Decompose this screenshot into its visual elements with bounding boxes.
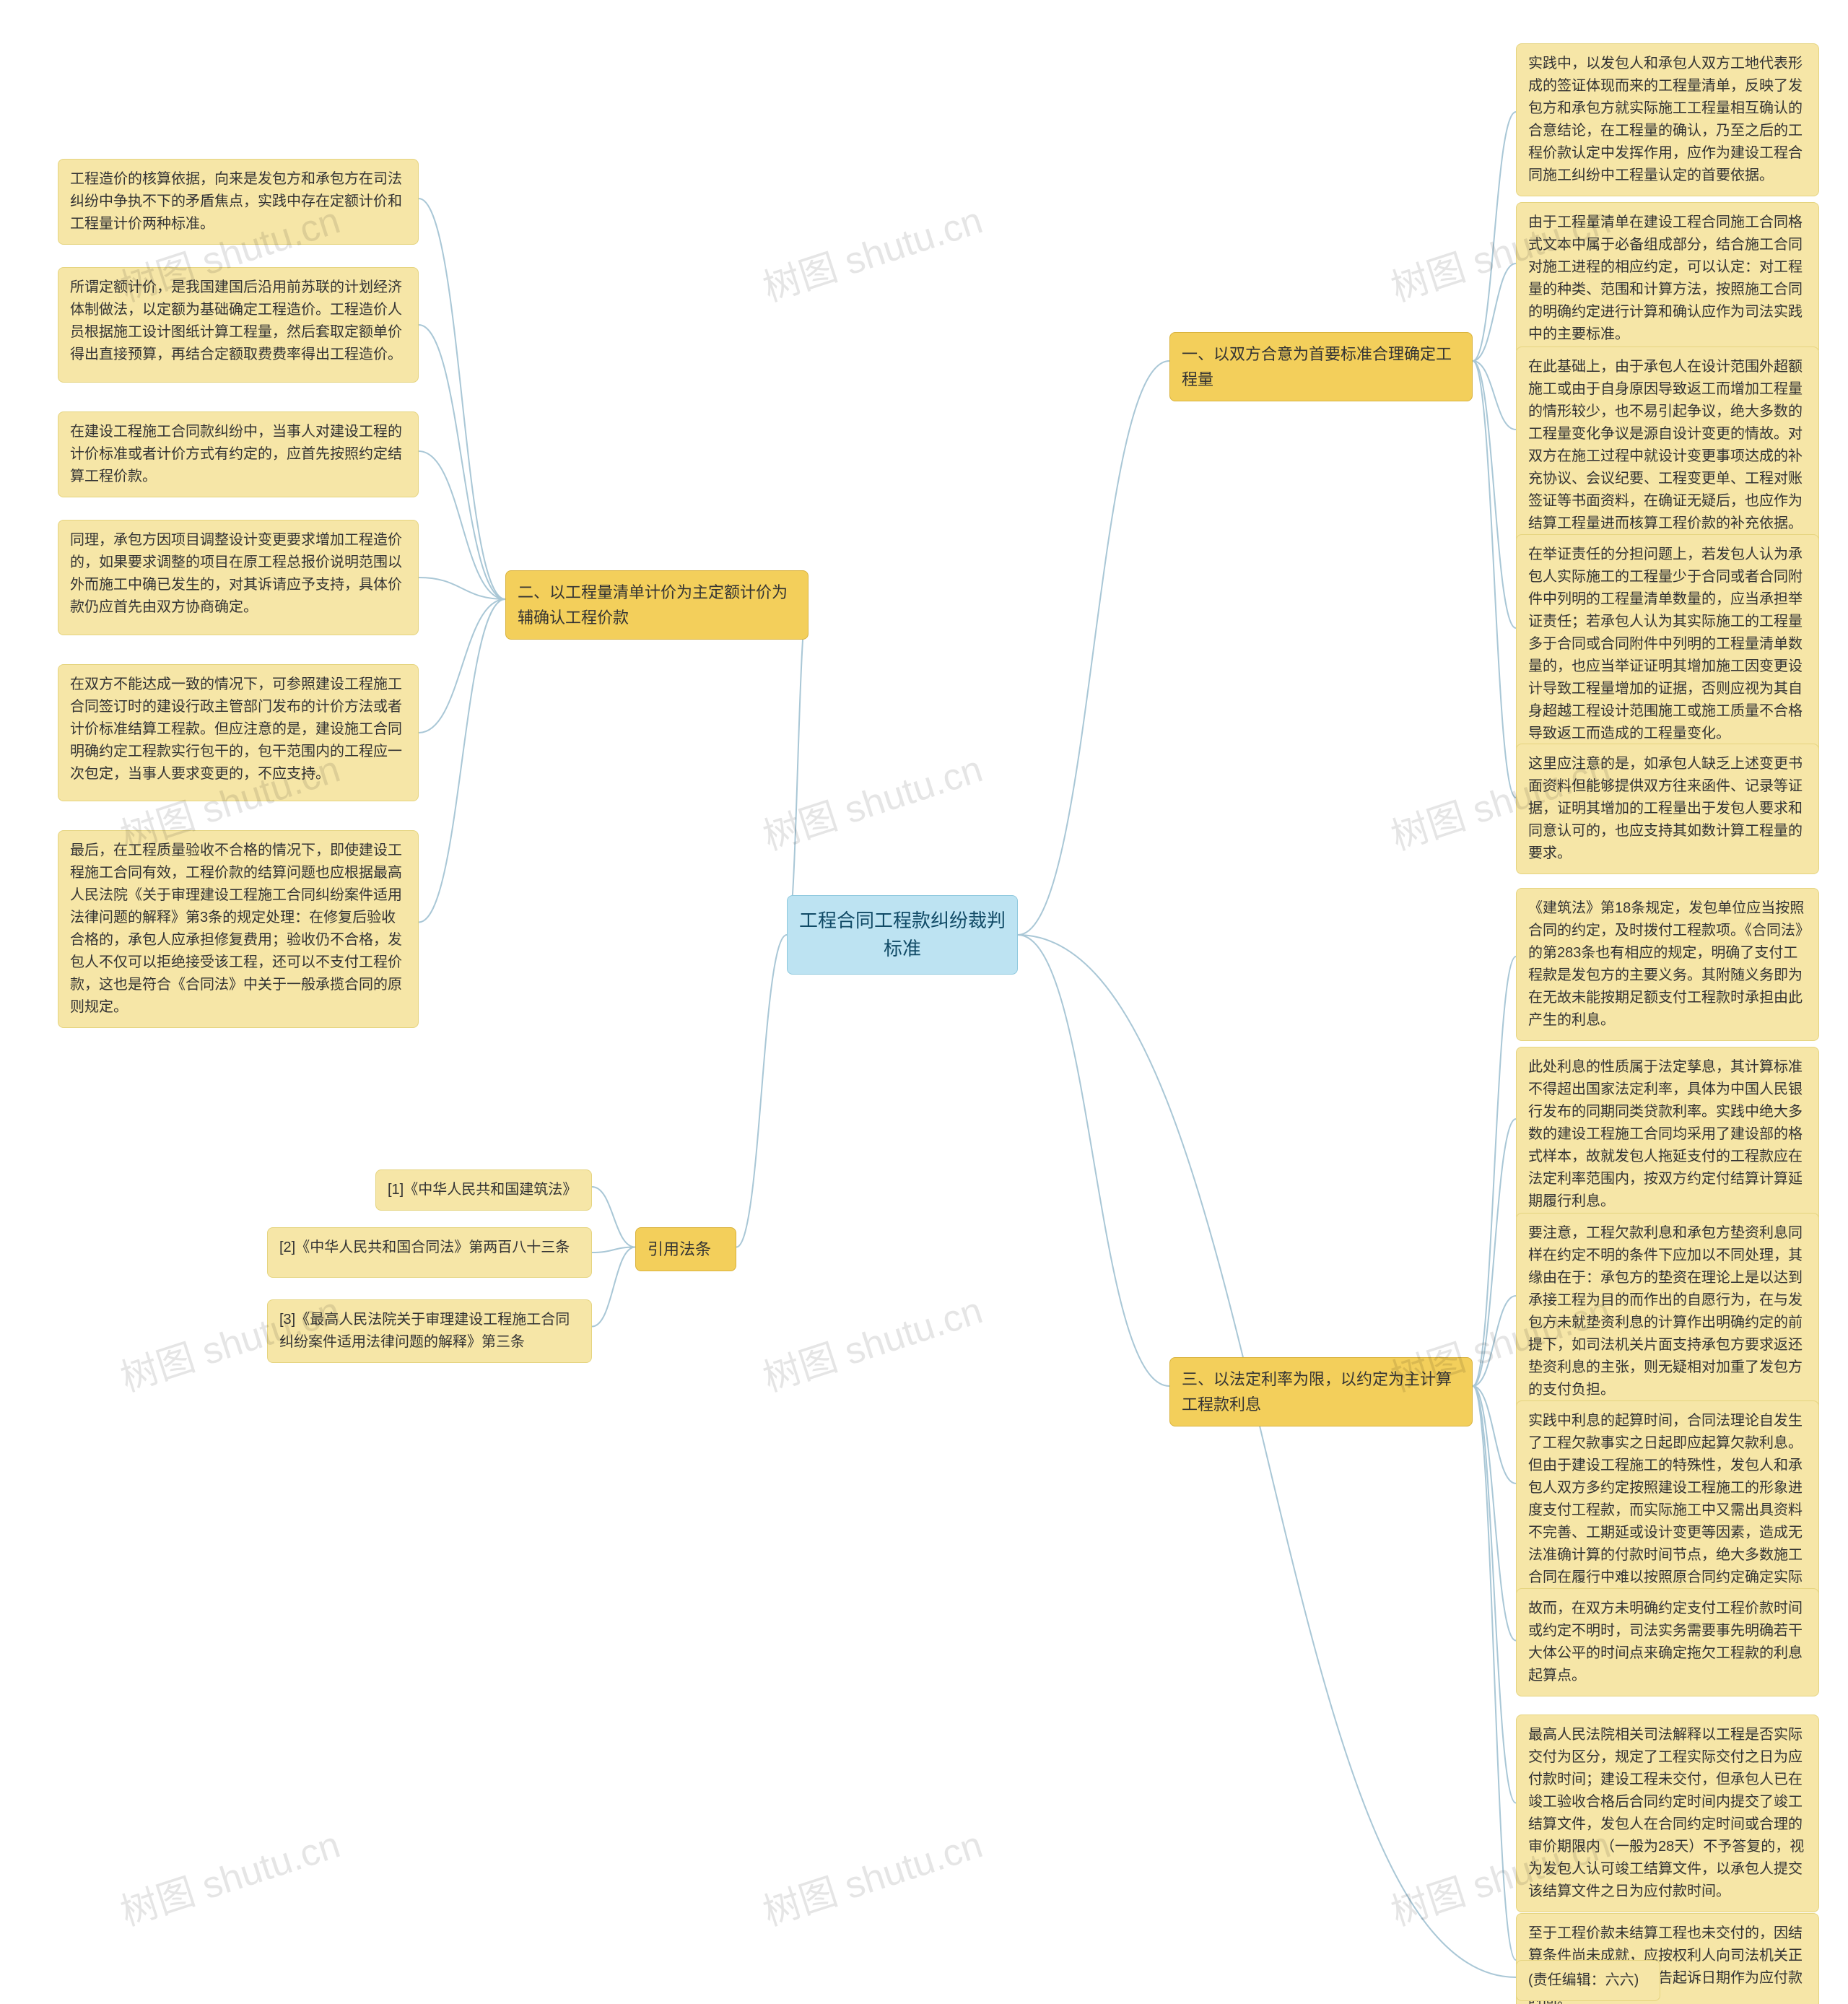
leaf-node-0-3: 在举证责任的分担问题上，若发包人认为承包人实际施工的工程量少于合同或者合同附件中… — [1516, 534, 1819, 754]
leaf-node-0-0: 实践中，以发包人和承包人双方工地代表形成的签证体现而来的工程量清单，反映了发包方… — [1516, 43, 1819, 196]
connector — [1473, 361, 1516, 798]
connector — [1473, 957, 1516, 1386]
branch-node-1: 二、以工程量清单计价为主定额计价为辅确认工程价款 — [505, 570, 808, 640]
connector — [1473, 361, 1516, 430]
connector — [1473, 1386, 1516, 1641]
leaf-node-2-0: 《建筑法》第18条规定，发包单位应当按照合同的约定，及时拨付工程款项。《合同法》… — [1516, 888, 1819, 1041]
connector — [787, 599, 808, 935]
branch-node-3: 引用法条 — [635, 1227, 736, 1271]
leaf-node-2-1: 此处利息的性质属于法定孳息，其计算标准不得超出国家法定利率，具体为中国人民银行发… — [1516, 1047, 1819, 1222]
connector — [592, 1247, 635, 1253]
leaf-node-1-0: 工程造价的核算依据，向来是发包方和承包方在司法纠纷中争执不下的矛盾焦点，实践中存… — [58, 159, 419, 245]
connector — [1473, 1119, 1516, 1386]
leaf-node-1-5: 最后，在工程质量验收不合格的情况下，即使建设工程施工合同有效，工程价款的结算问题… — [58, 830, 419, 1028]
connector — [419, 599, 505, 923]
connector — [736, 935, 787, 1247]
connector — [419, 578, 505, 599]
leaf-node-0-4: 这里应注意的是，如承包人缺乏上述变更书面资料但能够提供双方往来函件、记录等证据，… — [1516, 744, 1819, 874]
connector — [1018, 935, 1169, 1386]
leaf-node-1-4: 在双方不能达成一致的情况下，可参照建设工程施工合同签订时的建设行政主管部门发布的… — [58, 664, 419, 801]
leaf-node-3-2: [3]《最高人民法院关于审理建设工程施工合同纠纷案件适用法律问题的解释》第三条 — [267, 1299, 592, 1363]
watermark: 树图 shutu.cn — [755, 1814, 988, 1936]
connector — [1018, 935, 1516, 1977]
watermark: 树图 shutu.cn — [755, 190, 988, 312]
branch-node-0: 一、以双方合意为首要标准合理确定工程量 — [1169, 332, 1473, 401]
connector — [419, 599, 505, 733]
watermark: 树图 shutu.cn — [755, 1280, 988, 1402]
connector — [419, 325, 505, 599]
connector — [1473, 112, 1516, 361]
connector — [592, 1187, 635, 1247]
branch-node-2: 三、以法定利率为限，以约定为主计算工程款利息 — [1169, 1357, 1473, 1426]
connector — [1473, 1296, 1516, 1386]
center-node: 工程合同工程款纠纷裁判标准 — [787, 895, 1018, 975]
connector — [1018, 361, 1169, 935]
branch-node-4: (责任编辑：六六) — [1516, 1960, 1660, 2001]
leaf-node-2-2: 要注意，工程欠款利息和承包方垫资利息同样在约定不明的条件下应加以不同处理，其缘由… — [1516, 1213, 1819, 1411]
leaf-node-3-0: [1]《中华人民共和国建筑法》 — [375, 1169, 592, 1211]
connector — [419, 451, 505, 599]
leaf-node-1-1: 所谓定额计价，是我国建国后沿用前苏联的计划经济体制做法，以定额为基础确定工程造价… — [58, 267, 419, 383]
connector — [419, 199, 505, 599]
leaf-node-1-2: 在建设工程施工合同款纠纷中，当事人对建设工程的计价标准或者计价方式有约定的，应首… — [58, 411, 419, 497]
leaf-node-2-4: 故而，在双方未明确约定支付工程价款时间或约定不明时，司法实务需要事先明确若干大体… — [1516, 1588, 1819, 1696]
connector — [1473, 1386, 1516, 1484]
connector — [1473, 1386, 1516, 1803]
watermark: 树图 shutu.cn — [113, 1814, 346, 1936]
mindmap-canvas: 工程合同工程款纠纷裁判标准 一、以双方合意为首要标准合理确定工程量 实践中，以发包人… — [0, 0, 1848, 2004]
leaf-node-0-1: 由于工程量清单在建设工程合同施工合同格式文本中属于必备组成部分，结合施工合同对施… — [1516, 202, 1819, 355]
leaf-node-0-2: 在此基础上，由于承包人在设计范围外超额施工或由于自身原因导致返工而增加工程量的情… — [1516, 347, 1819, 544]
connector — [1473, 263, 1516, 361]
leaf-node-1-3: 同理，承包方因项目调整设计变更要求增加工程造价的，如果要求调整的项目在原工程总报… — [58, 520, 419, 635]
leaf-node-3-1: [2]《中华人民共和国合同法》第两百八十三条 — [267, 1227, 592, 1278]
connector — [1473, 361, 1516, 628]
watermark: 树图 shutu.cn — [755, 739, 988, 861]
connector — [1473, 1386, 1516, 1960]
leaf-node-2-5: 最高人民法院相关司法解释以工程是否实际交付为区分，规定了工程实际交付之日为应付款… — [1516, 1715, 1819, 1912]
connector — [592, 1247, 635, 1327]
